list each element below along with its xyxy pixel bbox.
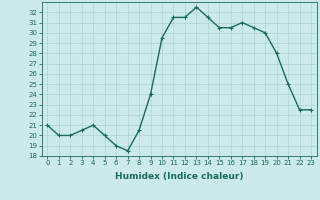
X-axis label: Humidex (Indice chaleur): Humidex (Indice chaleur) bbox=[115, 172, 244, 181]
